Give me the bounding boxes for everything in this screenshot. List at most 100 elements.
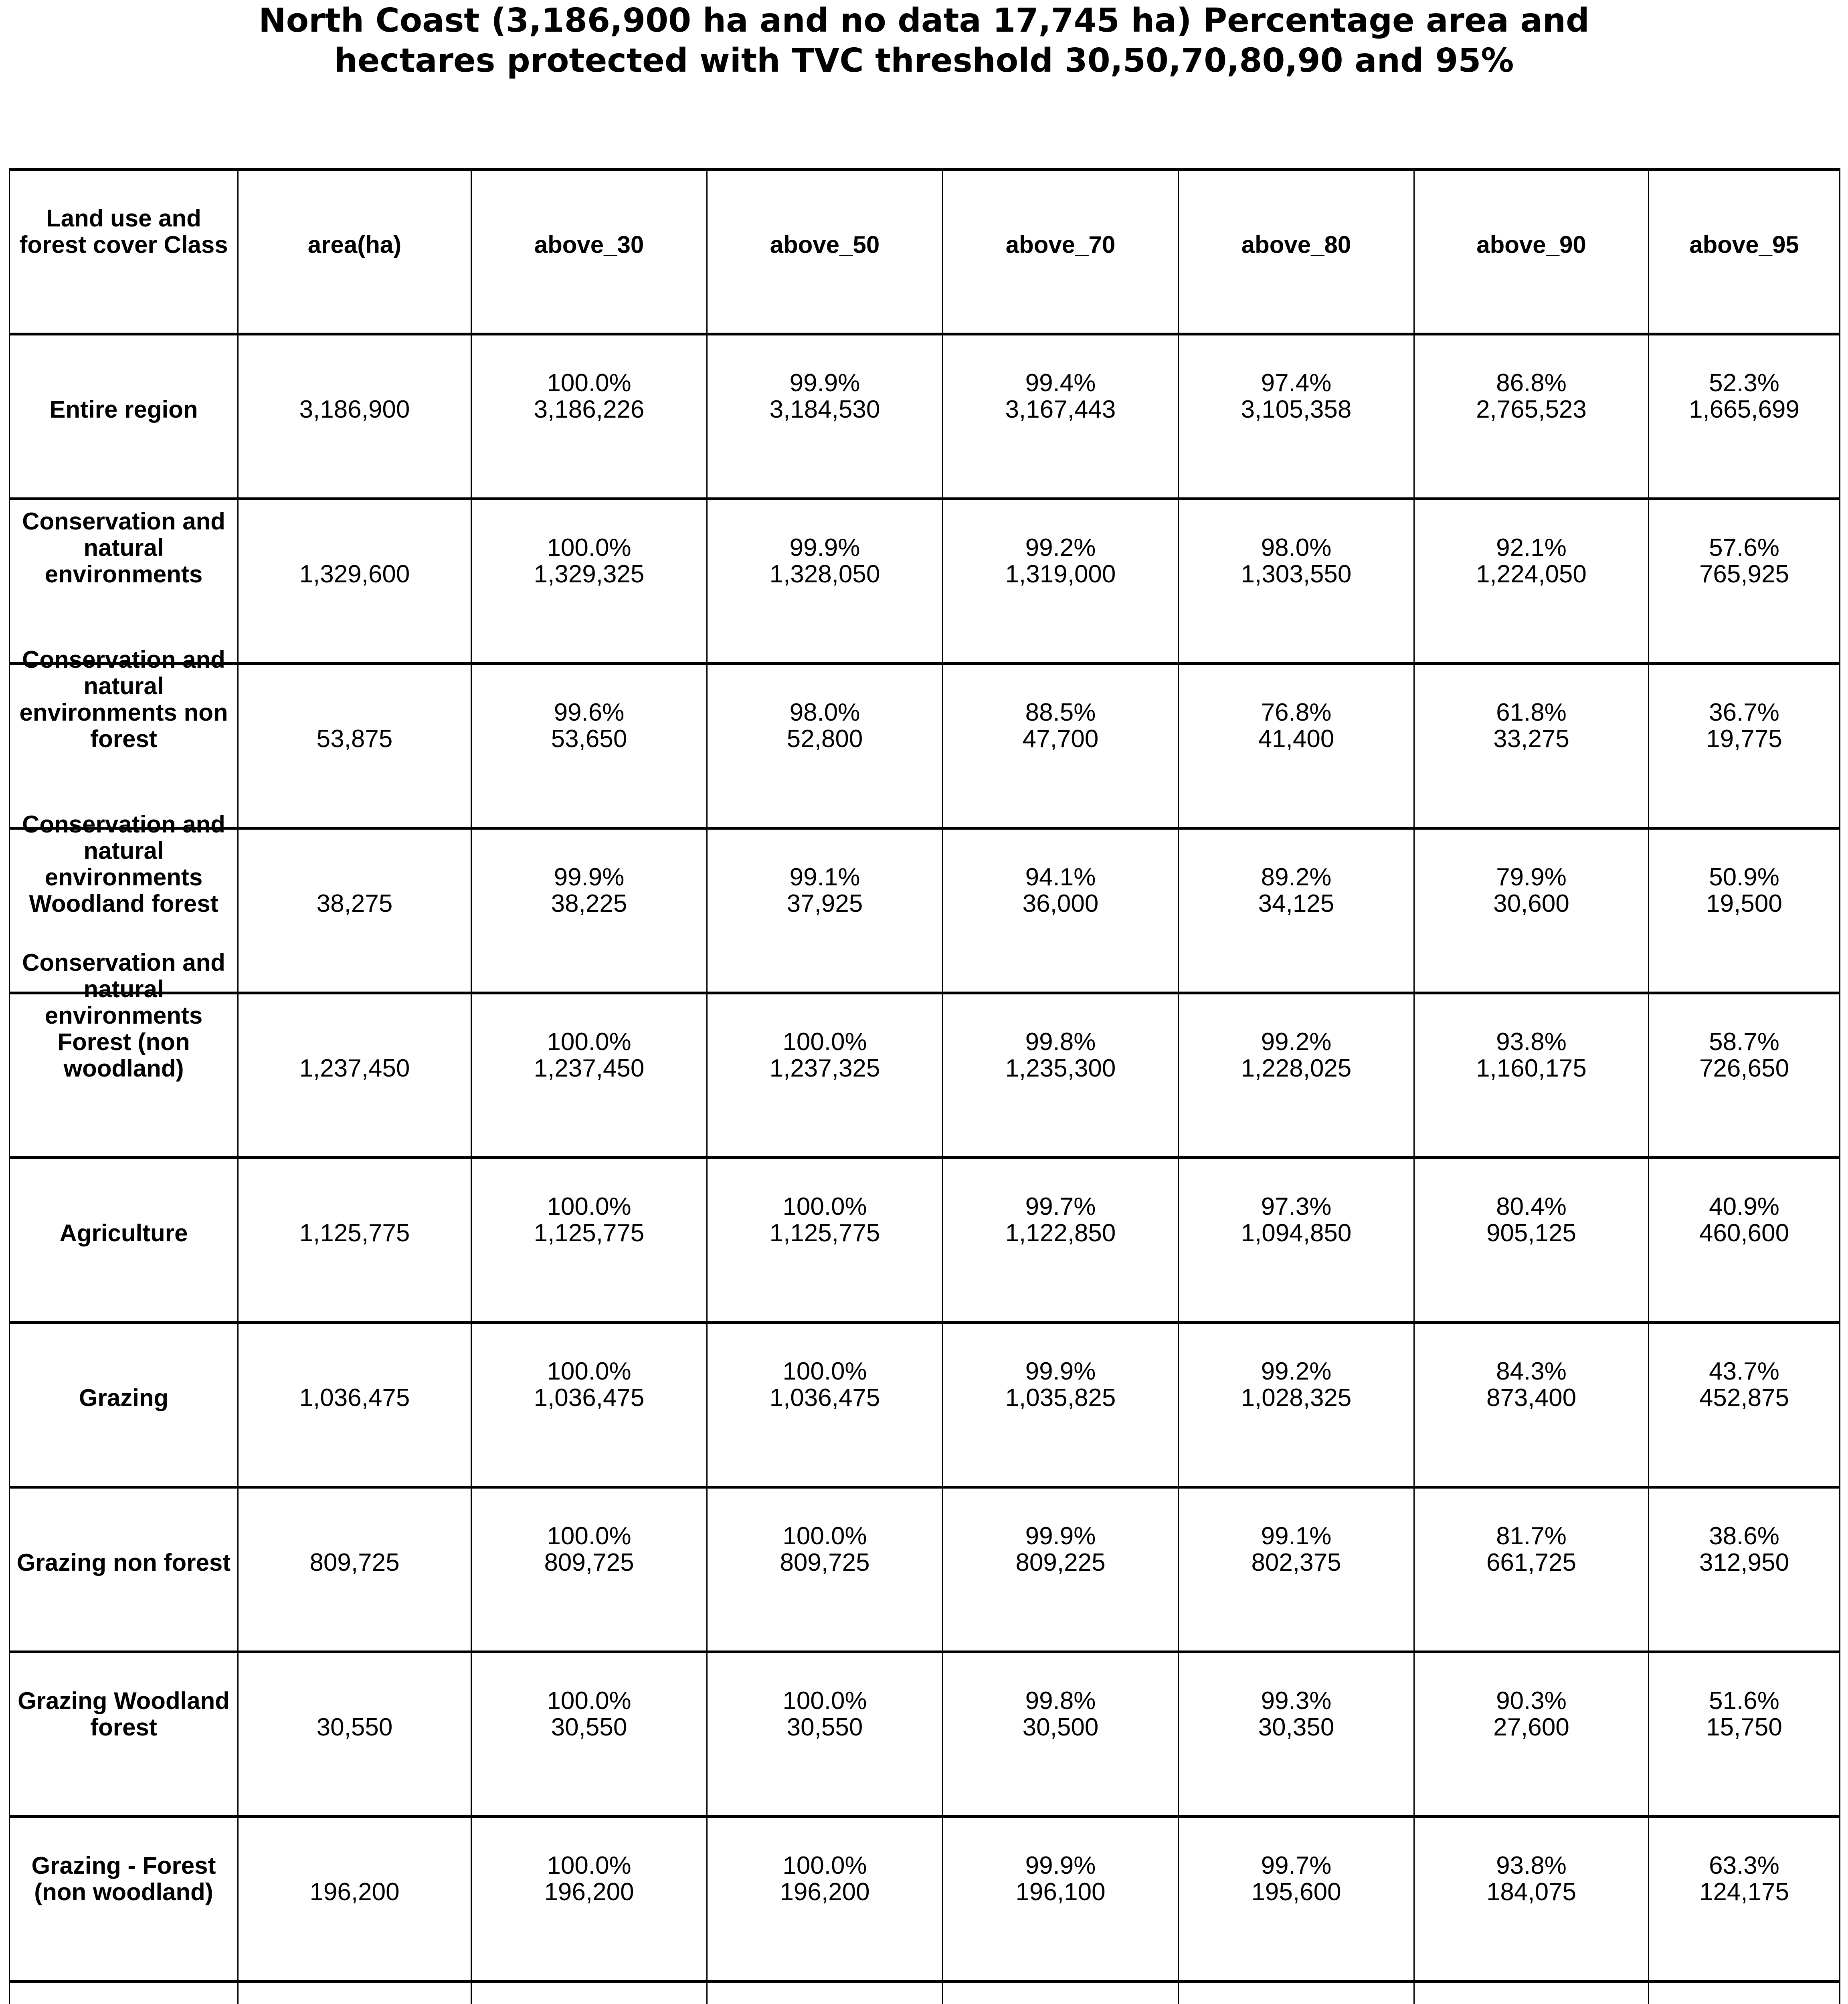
percent-value: 97.3% — [1261, 1193, 1332, 1221]
percent-value: 100.0% — [782, 1193, 867, 1221]
percent-value: 99.6% — [554, 699, 625, 727]
row-area-value: 38,275 — [316, 890, 393, 918]
hectares-value: 36,000 — [1022, 890, 1099, 918]
percent-value: 43.7% — [1709, 1358, 1779, 1386]
hectares-value: 312,950 — [1699, 1549, 1789, 1577]
table-row: Cropping 62,825 100.0%62,825 100.0%62,82… — [10, 1983, 1839, 2004]
percent-value: 99.2% — [1025, 534, 1096, 562]
hectares-value: 661,725 — [1486, 1549, 1577, 1577]
percent-value: 94.1% — [1025, 863, 1096, 891]
percent-value: 93.8% — [1496, 1028, 1567, 1056]
percent-value: 100.0% — [547, 1687, 631, 1715]
row-class-label: Grazing — [79, 1384, 169, 1412]
percent-value: 99.3% — [1261, 1687, 1332, 1715]
hectares-value: 1,235,300 — [1005, 1055, 1116, 1083]
table-row: Grazing - Forest (non woodland) 196,200 … — [10, 1818, 1839, 1983]
percent-value: 52.3% — [1709, 369, 1779, 397]
hectares-value: 3,184,530 — [769, 396, 880, 424]
hectares-value: 124,175 — [1699, 1878, 1789, 1906]
column-header-above70: above_70 — [1005, 231, 1116, 259]
row-class-label: Grazing non forest — [16, 1549, 231, 1576]
percent-value: 93.8% — [1496, 1852, 1567, 1880]
table-header-row: Land use and forest cover Class area(ha)… — [10, 171, 1839, 335]
percent-value: 99.9% — [1025, 1358, 1096, 1386]
hectares-value: 1,329,325 — [534, 560, 645, 588]
hectares-value: 873,400 — [1486, 1384, 1577, 1412]
table-row: Conservation and natural environments no… — [10, 646, 1839, 830]
hectares-value: 1,094,850 — [1241, 1219, 1352, 1247]
hectares-value: 52,800 — [787, 725, 863, 753]
percent-value: 99.9% — [789, 534, 860, 562]
percent-value: 99.8% — [1025, 1028, 1096, 1056]
hectares-value: 19,500 — [1706, 890, 1782, 918]
row-class-label: Conservation and natural environments — [22, 508, 225, 588]
hectares-value: 3,105,358 — [1241, 396, 1352, 424]
hectares-value: 1,224,050 — [1476, 560, 1587, 588]
row-class-label: Conservation and natural environments Wo… — [22, 811, 225, 917]
percent-value: 100.0% — [547, 369, 631, 397]
row-area-value: 1,036,475 — [299, 1384, 410, 1412]
hectares-value: 1,228,025 — [1241, 1055, 1352, 1083]
percent-value: 61.8% — [1496, 699, 1567, 727]
percent-value: 100.0% — [547, 1852, 631, 1880]
page-title: North Coast (3,186,900 ha and no data 17… — [259, 2, 1589, 80]
row-class-label: Conservation and natural environments Fo… — [22, 949, 225, 1082]
percent-value: 84.3% — [1496, 1358, 1567, 1386]
column-header-above90: above_90 — [1476, 231, 1586, 259]
percent-value: 90.3% — [1496, 1687, 1567, 1715]
percent-value: 99.9% — [789, 369, 860, 397]
column-header-above30: above_30 — [534, 231, 644, 259]
percent-value: 99.9% — [554, 863, 625, 891]
hectares-value: 2,765,523 — [1476, 396, 1587, 424]
hectares-value: 15,750 — [1706, 1713, 1782, 1741]
hectares-value: 195,600 — [1251, 1878, 1341, 1906]
row-area-value: 809,725 — [309, 1549, 400, 1577]
hectares-value: 1,125,775 — [769, 1219, 880, 1247]
percent-value: 40.9% — [1709, 1193, 1779, 1221]
hectares-value: 1,122,850 — [1005, 1219, 1116, 1247]
percent-value: 58.7% — [1709, 1028, 1779, 1056]
hectares-value: 460,600 — [1699, 1219, 1789, 1247]
hectares-value: 37,925 — [787, 890, 863, 918]
percent-value: 100.0% — [547, 1193, 631, 1221]
percent-value: 50.9% — [1709, 863, 1779, 891]
percent-value: 99.2% — [1261, 1358, 1332, 1386]
table-row: Conservation and natural environments Fo… — [10, 949, 1839, 1159]
column-header-above50: above_50 — [770, 231, 880, 259]
hectares-value: 809,725 — [780, 1549, 870, 1577]
percent-value: 63.3% — [1709, 1852, 1779, 1880]
hectares-value: 809,225 — [1015, 1549, 1106, 1577]
percent-value: 100.0% — [547, 1522, 631, 1550]
row-area-value: 3,186,900 — [299, 396, 410, 424]
percent-value: 92.1% — [1496, 534, 1567, 562]
percent-value: 99.9% — [1025, 1852, 1096, 1880]
percent-value: 100.0% — [782, 1687, 867, 1715]
hectares-value: 33,275 — [1493, 725, 1569, 753]
percent-value: 38.6% — [1709, 1522, 1779, 1550]
table-row: Grazing Woodland forest 30,550 100.0% 30,… — [10, 1653, 1839, 1818]
hectares-value: 27,600 — [1493, 1713, 1569, 1741]
hectares-value: 41,400 — [1258, 725, 1334, 753]
table-row: Entire region 3,186,900 100.0% 3,186,226 … — [10, 335, 1839, 500]
percent-value: 99.7% — [1025, 1193, 1096, 1221]
percent-value: 98.0% — [1261, 534, 1332, 562]
hectares-value: 1,319,000 — [1005, 560, 1116, 588]
hectares-value: 30,600 — [1493, 890, 1569, 918]
hectares-value: 47,700 — [1022, 725, 1099, 753]
row-class-label: Grazing - Forest (non woodland) — [31, 1852, 216, 1906]
hectares-value: 1,328,050 — [769, 560, 880, 588]
percent-value: 80.4% — [1496, 1193, 1567, 1221]
hectares-value: 809,725 — [544, 1549, 634, 1577]
percent-value: 86.8% — [1496, 369, 1567, 397]
percent-value: 57.6% — [1709, 534, 1779, 562]
hectares-value: 1,125,775 — [534, 1219, 645, 1247]
percent-value: 88.5% — [1025, 699, 1096, 727]
hectares-value: 3,186,226 — [534, 396, 645, 424]
hectares-value: 30,350 — [1258, 1713, 1334, 1741]
hectares-value: 1,036,475 — [534, 1384, 645, 1412]
percent-value: 100.0% — [782, 1522, 867, 1550]
row-class-label: Grazing Woodland forest — [18, 1687, 230, 1741]
hectares-value: 765,925 — [1699, 560, 1789, 588]
row-area-value: 1,125,775 — [299, 1219, 410, 1247]
hectares-value: 1,237,450 — [534, 1055, 645, 1083]
